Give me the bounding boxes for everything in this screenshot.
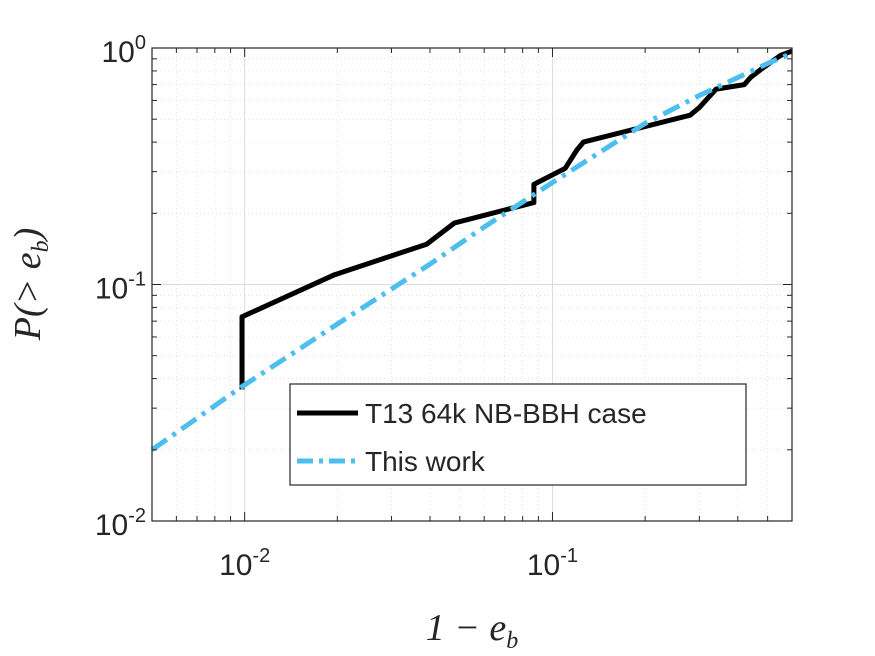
tick-labels: 10-2 10-1 10-2 10-1 100 (95, 32, 578, 582)
y-tick-label: 100 (102, 32, 147, 69)
legend-box (289, 383, 747, 486)
x-axis-title: 1 − eb (426, 607, 519, 654)
series-layer (150, 48, 793, 452)
legend-label-t13: T13 64k NB-BBH case (365, 398, 647, 429)
legend-label-this-work: This work (365, 446, 486, 477)
x-tick-label: 10-2 (219, 545, 270, 582)
y-tick-label: 10-1 (95, 269, 146, 306)
series-line-this-work (150, 50, 793, 452)
series-line-t13 (239, 48, 793, 390)
legend: T13 64k NB-BBH case This work (289, 383, 747, 486)
y-tick-label: 10-2 (95, 505, 146, 542)
x-tick-label: 10-1 (527, 545, 578, 582)
axis-ticks (151, 47, 793, 522)
